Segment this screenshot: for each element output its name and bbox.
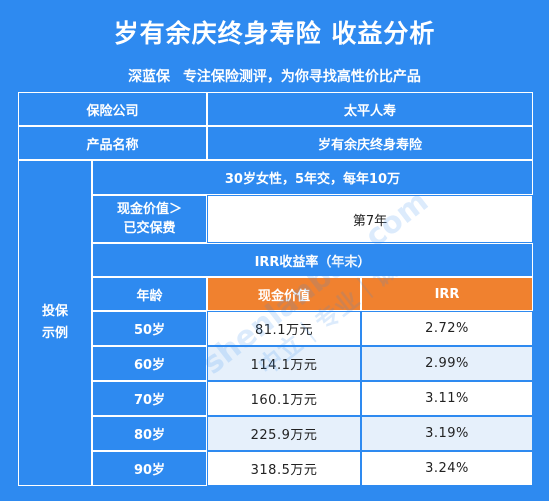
subtitle: 深蓝保 专注保险测评，为你寻找高性价比产品 (0, 66, 549, 86)
cash-exceeds-paid-label: 现金价值＞ 已交保费 (92, 195, 207, 243)
table-row-cash: 225.9万元 (207, 416, 361, 451)
table-row-irr: 2.99% (361, 346, 533, 381)
table-row-age: 60岁 (92, 346, 207, 381)
analysis-table: 保险公司 太平人寿 产品名称 岁有余庆终身寿险 投保 示例 30岁女性，5年交，… (18, 92, 533, 486)
table-row-irr: 3.19% (361, 416, 533, 451)
plan-description: 30岁女性，5年交，每年10万 (92, 160, 533, 195)
cash-exceeds-paid-value: 第7年 (207, 195, 533, 243)
company-value: 太平人寿 (207, 92, 533, 126)
table-row-age: 70岁 (92, 381, 207, 416)
product-label: 产品名称 (18, 126, 207, 160)
table-row-age: 90岁 (92, 451, 207, 486)
table-row-irr: 2.72% (361, 311, 533, 346)
table-row-age: 80岁 (92, 416, 207, 451)
table-row-irr: 3.24% (361, 451, 533, 486)
column-header-age: 年龄 (92, 277, 207, 311)
company-label: 保险公司 (18, 92, 207, 126)
column-header-cash: 现金价值 (207, 277, 361, 311)
cash-exceeds-paid-line1: 现金价值＞ (116, 202, 182, 217)
table-row-age: 50岁 (92, 311, 207, 346)
brand-name: 深蓝保 (128, 69, 171, 85)
column-header-irr: IRR (361, 277, 533, 311)
table-row-cash: 160.1万元 (207, 381, 361, 416)
tagline: 专注保险测评，为你寻找高性价比产品 (182, 69, 421, 85)
table-row-irr: 3.11% (361, 381, 533, 416)
table-row-cash: 318.5万元 (207, 451, 361, 486)
page-title: 岁有余庆终身寿险 收益分析 (113, 19, 436, 48)
irr-title: IRR收益率（年末） (92, 243, 533, 277)
product-value: 岁有余庆终身寿险 (207, 126, 533, 160)
table-row-cash: 81.1万元 (207, 311, 361, 346)
example-side-label: 投保 示例 (18, 160, 92, 486)
cash-exceeds-paid-line2: 已交保费 (123, 221, 176, 236)
table-row-cash: 114.1万元 (207, 346, 361, 381)
